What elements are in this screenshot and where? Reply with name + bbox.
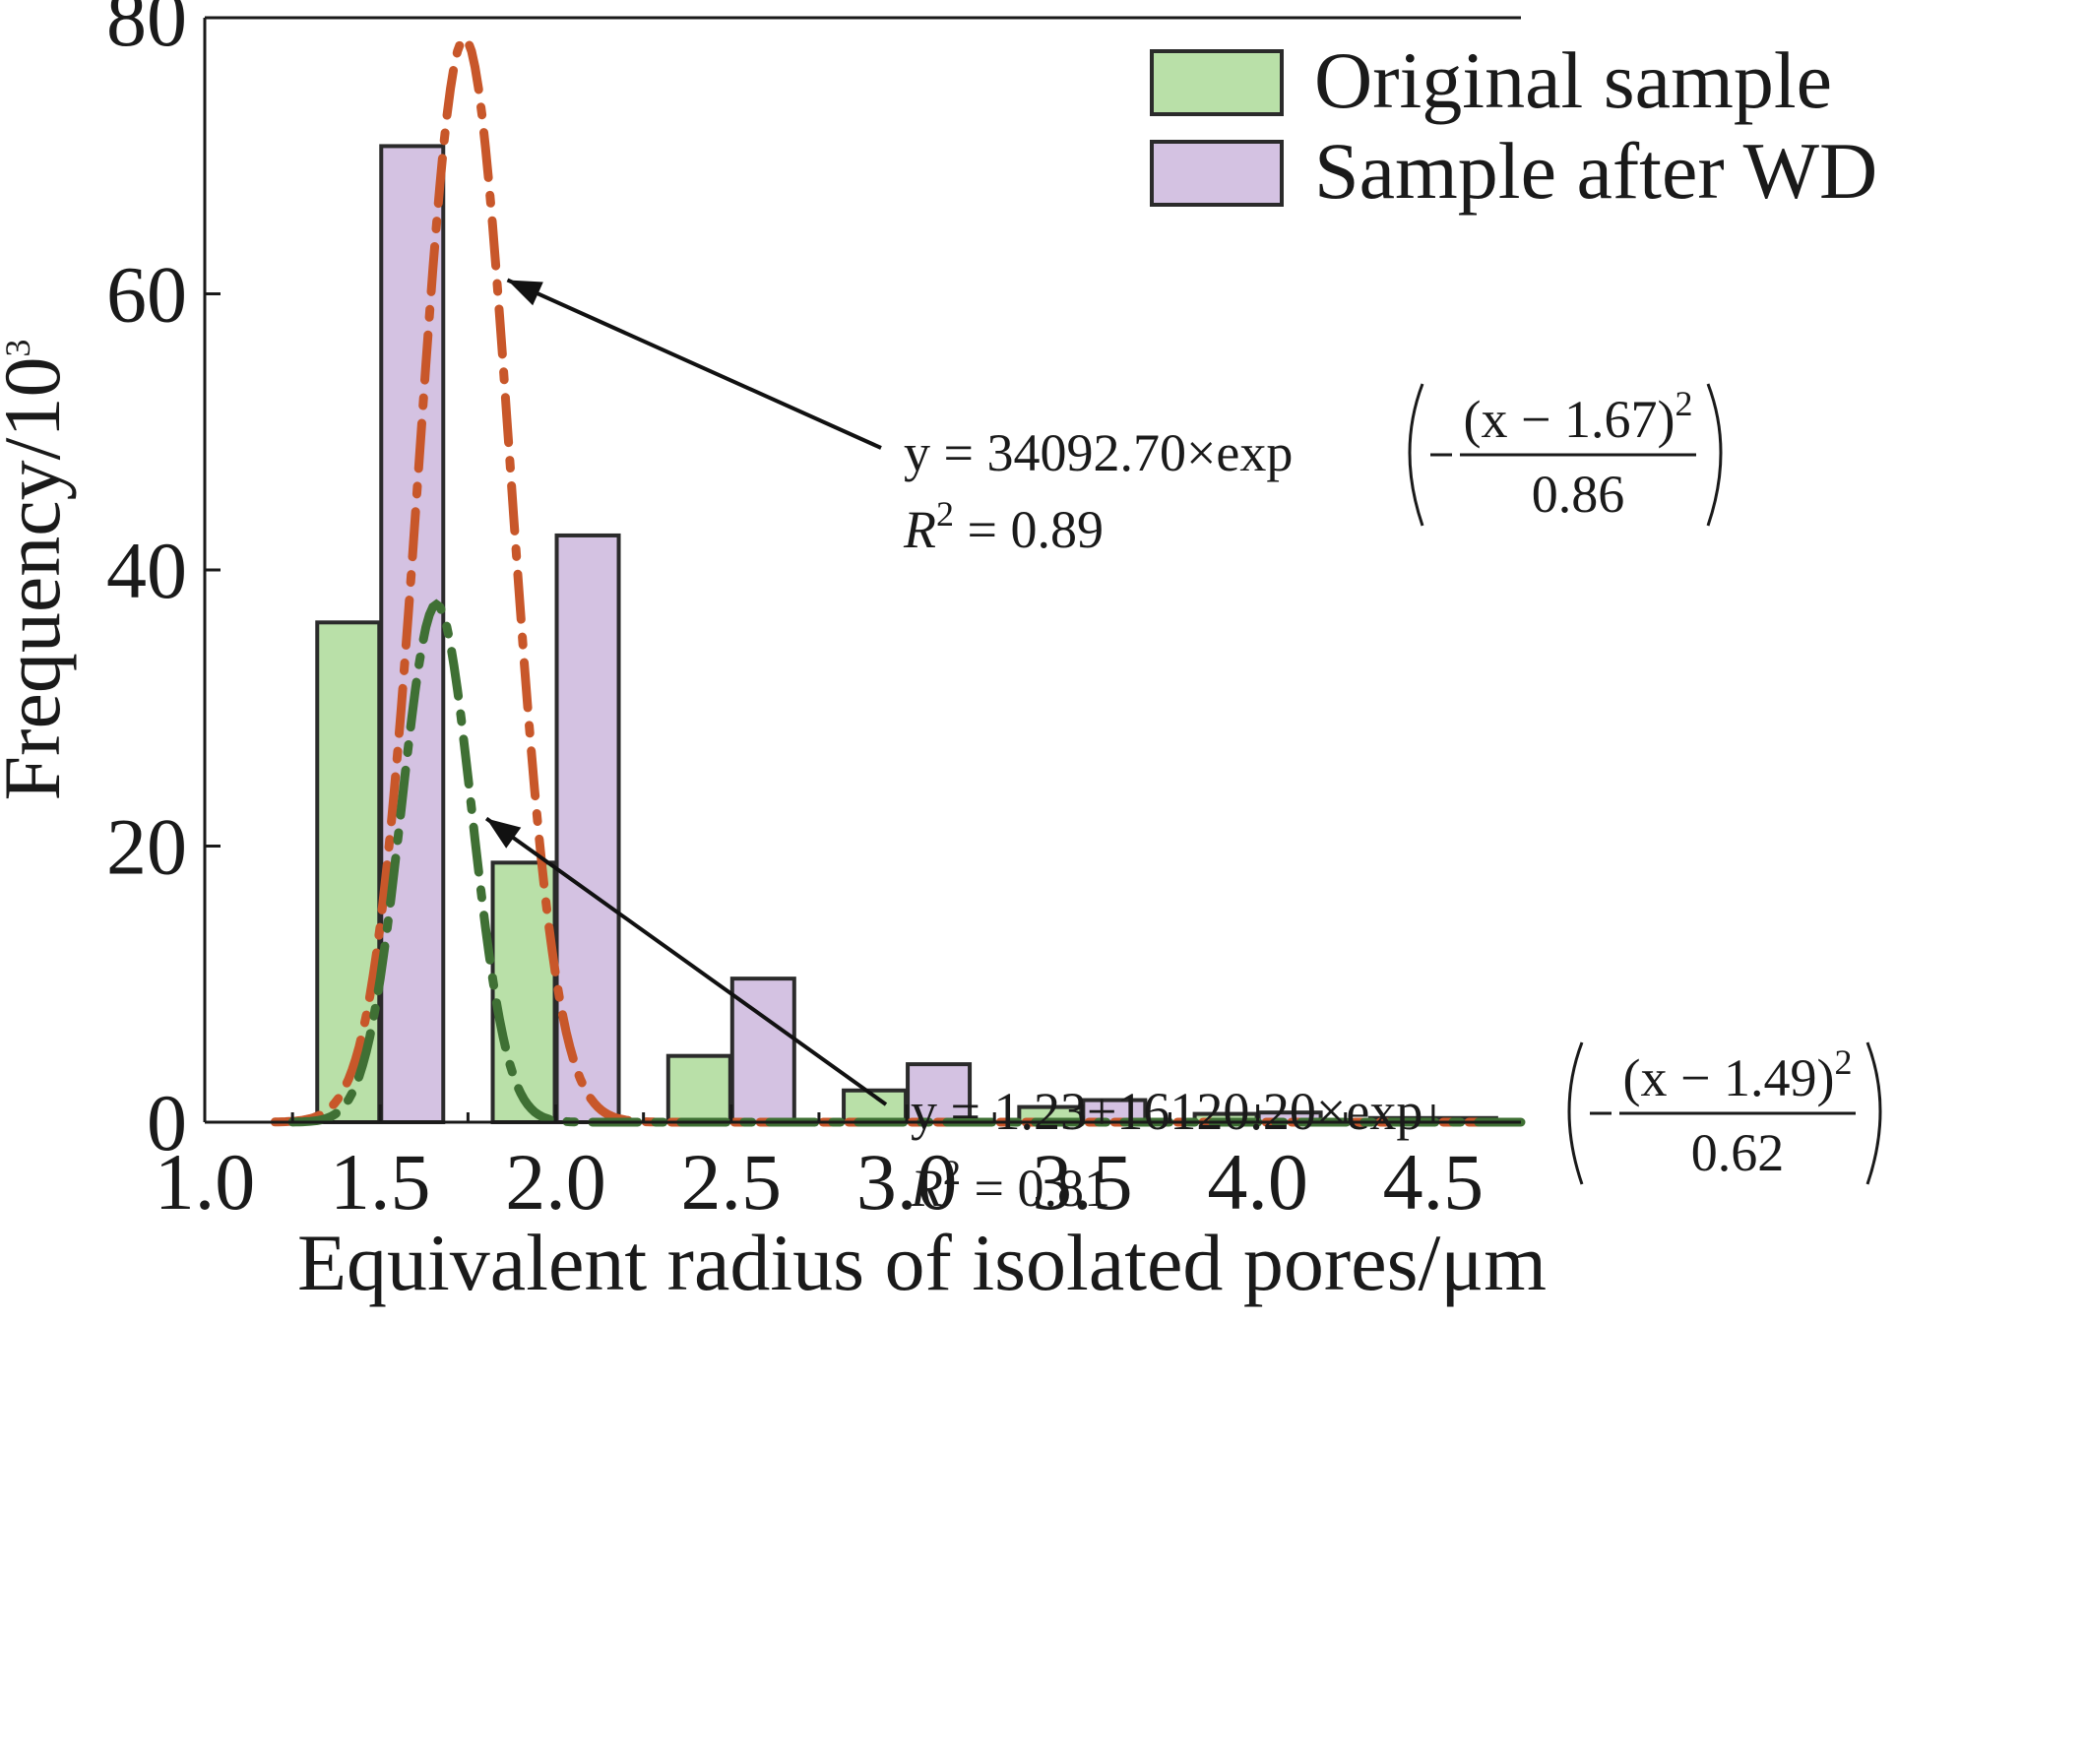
y-tick-label: 0: [147, 1078, 187, 1167]
fit-numerator-sup-after-wd: 2: [1675, 384, 1692, 423]
fit-r2-value-after-wd: = 0.89: [954, 500, 1104, 559]
fit-r2-after-wd: R2 = 0.89: [903, 494, 1104, 559]
legend-swatch-original: [1150, 49, 1284, 116]
fit-arrow-after-wd-shaft: [506, 278, 882, 450]
fit-equation-original: y = 1.23+16120.20×exp: [911, 1082, 1422, 1141]
fit-denominator-original: 0.62: [1691, 1123, 1785, 1182]
x-tick-label: 2.5: [681, 1137, 783, 1227]
fit-equation-after-wd: y = 34092.70×exp: [904, 423, 1293, 482]
x-axis-title: Equivalent radius of isolated pores/μm: [297, 1218, 1547, 1307]
y-tick-label: 80: [106, 0, 187, 63]
fit-r2-sup-original: 2: [943, 1153, 961, 1192]
fit-numerator-text-original: (x − 1.49): [1623, 1048, 1835, 1107]
bar-original-1.5: [315, 620, 382, 1124]
x-tick-label: 4.0: [1207, 1137, 1308, 1227]
x-tick-label: 2.0: [505, 1137, 606, 1227]
bar-original-2.5: [665, 1053, 732, 1125]
x-tick-label: 1.0: [155, 1137, 256, 1227]
fit-numerator-text-after-wd: (x − 1.67): [1464, 390, 1675, 449]
x-tick-label: 1.5: [330, 1137, 431, 1227]
fit-paren-left-original: [1567, 1041, 1584, 1185]
y-axis-title-main: Frequency/10: [0, 357, 77, 801]
fit-arrow-after-wd-head: [507, 280, 543, 306]
legend-label-after-wd: Sample after WD: [1314, 126, 1877, 216]
fit-paren-right-original: [1865, 1041, 1882, 1185]
x-tick-label: 3.5: [1032, 1137, 1133, 1227]
fit-arrow-original-shaft: [484, 816, 888, 1106]
fit-numerator-original: (x − 1.49)2: [1623, 1042, 1853, 1107]
fit-r2-symbol-original: R: [910, 1159, 943, 1218]
axes-layer: 0 20 40 60 80 1.0 1.5 2.0 2.5 3.0 3.5 4.0 4.5Equival…: [0, 0, 1547, 1307]
y-axis-title: Frequency/103: [0, 340, 77, 801]
bar-after-wd-3.0: [906, 1062, 973, 1124]
fit-r2-sup-after-wd: 2: [936, 494, 954, 534]
fit-paren-left-after-wd: [1408, 383, 1424, 527]
fit-r2-original: R2 = 0.81: [910, 1153, 1110, 1218]
y-axis-title-sup: 3: [0, 340, 37, 357]
y-tick-label: 60: [106, 250, 187, 340]
legend-label-original: Original sample: [1314, 35, 1832, 125]
fit-r2-value-original: = 0.81: [961, 1159, 1110, 1218]
fit-arrow-original-head: [486, 818, 522, 849]
x-tick-label: 4.5: [1383, 1137, 1485, 1227]
fit-paren-right-after-wd: [1706, 383, 1723, 527]
legend-swatch-after-wd: [1150, 140, 1284, 207]
fit-numerator-after-wd: (x − 1.67)2: [1464, 384, 1693, 449]
fit-numerator-sup-original: 2: [1834, 1042, 1852, 1082]
y-tick-label: 20: [106, 802, 187, 892]
y-tick-label: 40: [106, 526, 187, 615]
fit-r2-symbol-after-wd: R: [903, 500, 936, 559]
fit-curve-original: [287, 598, 1526, 1127]
x-tick-label: 3.0: [856, 1137, 958, 1227]
fit-denominator-after-wd: 0.86: [1532, 465, 1625, 524]
